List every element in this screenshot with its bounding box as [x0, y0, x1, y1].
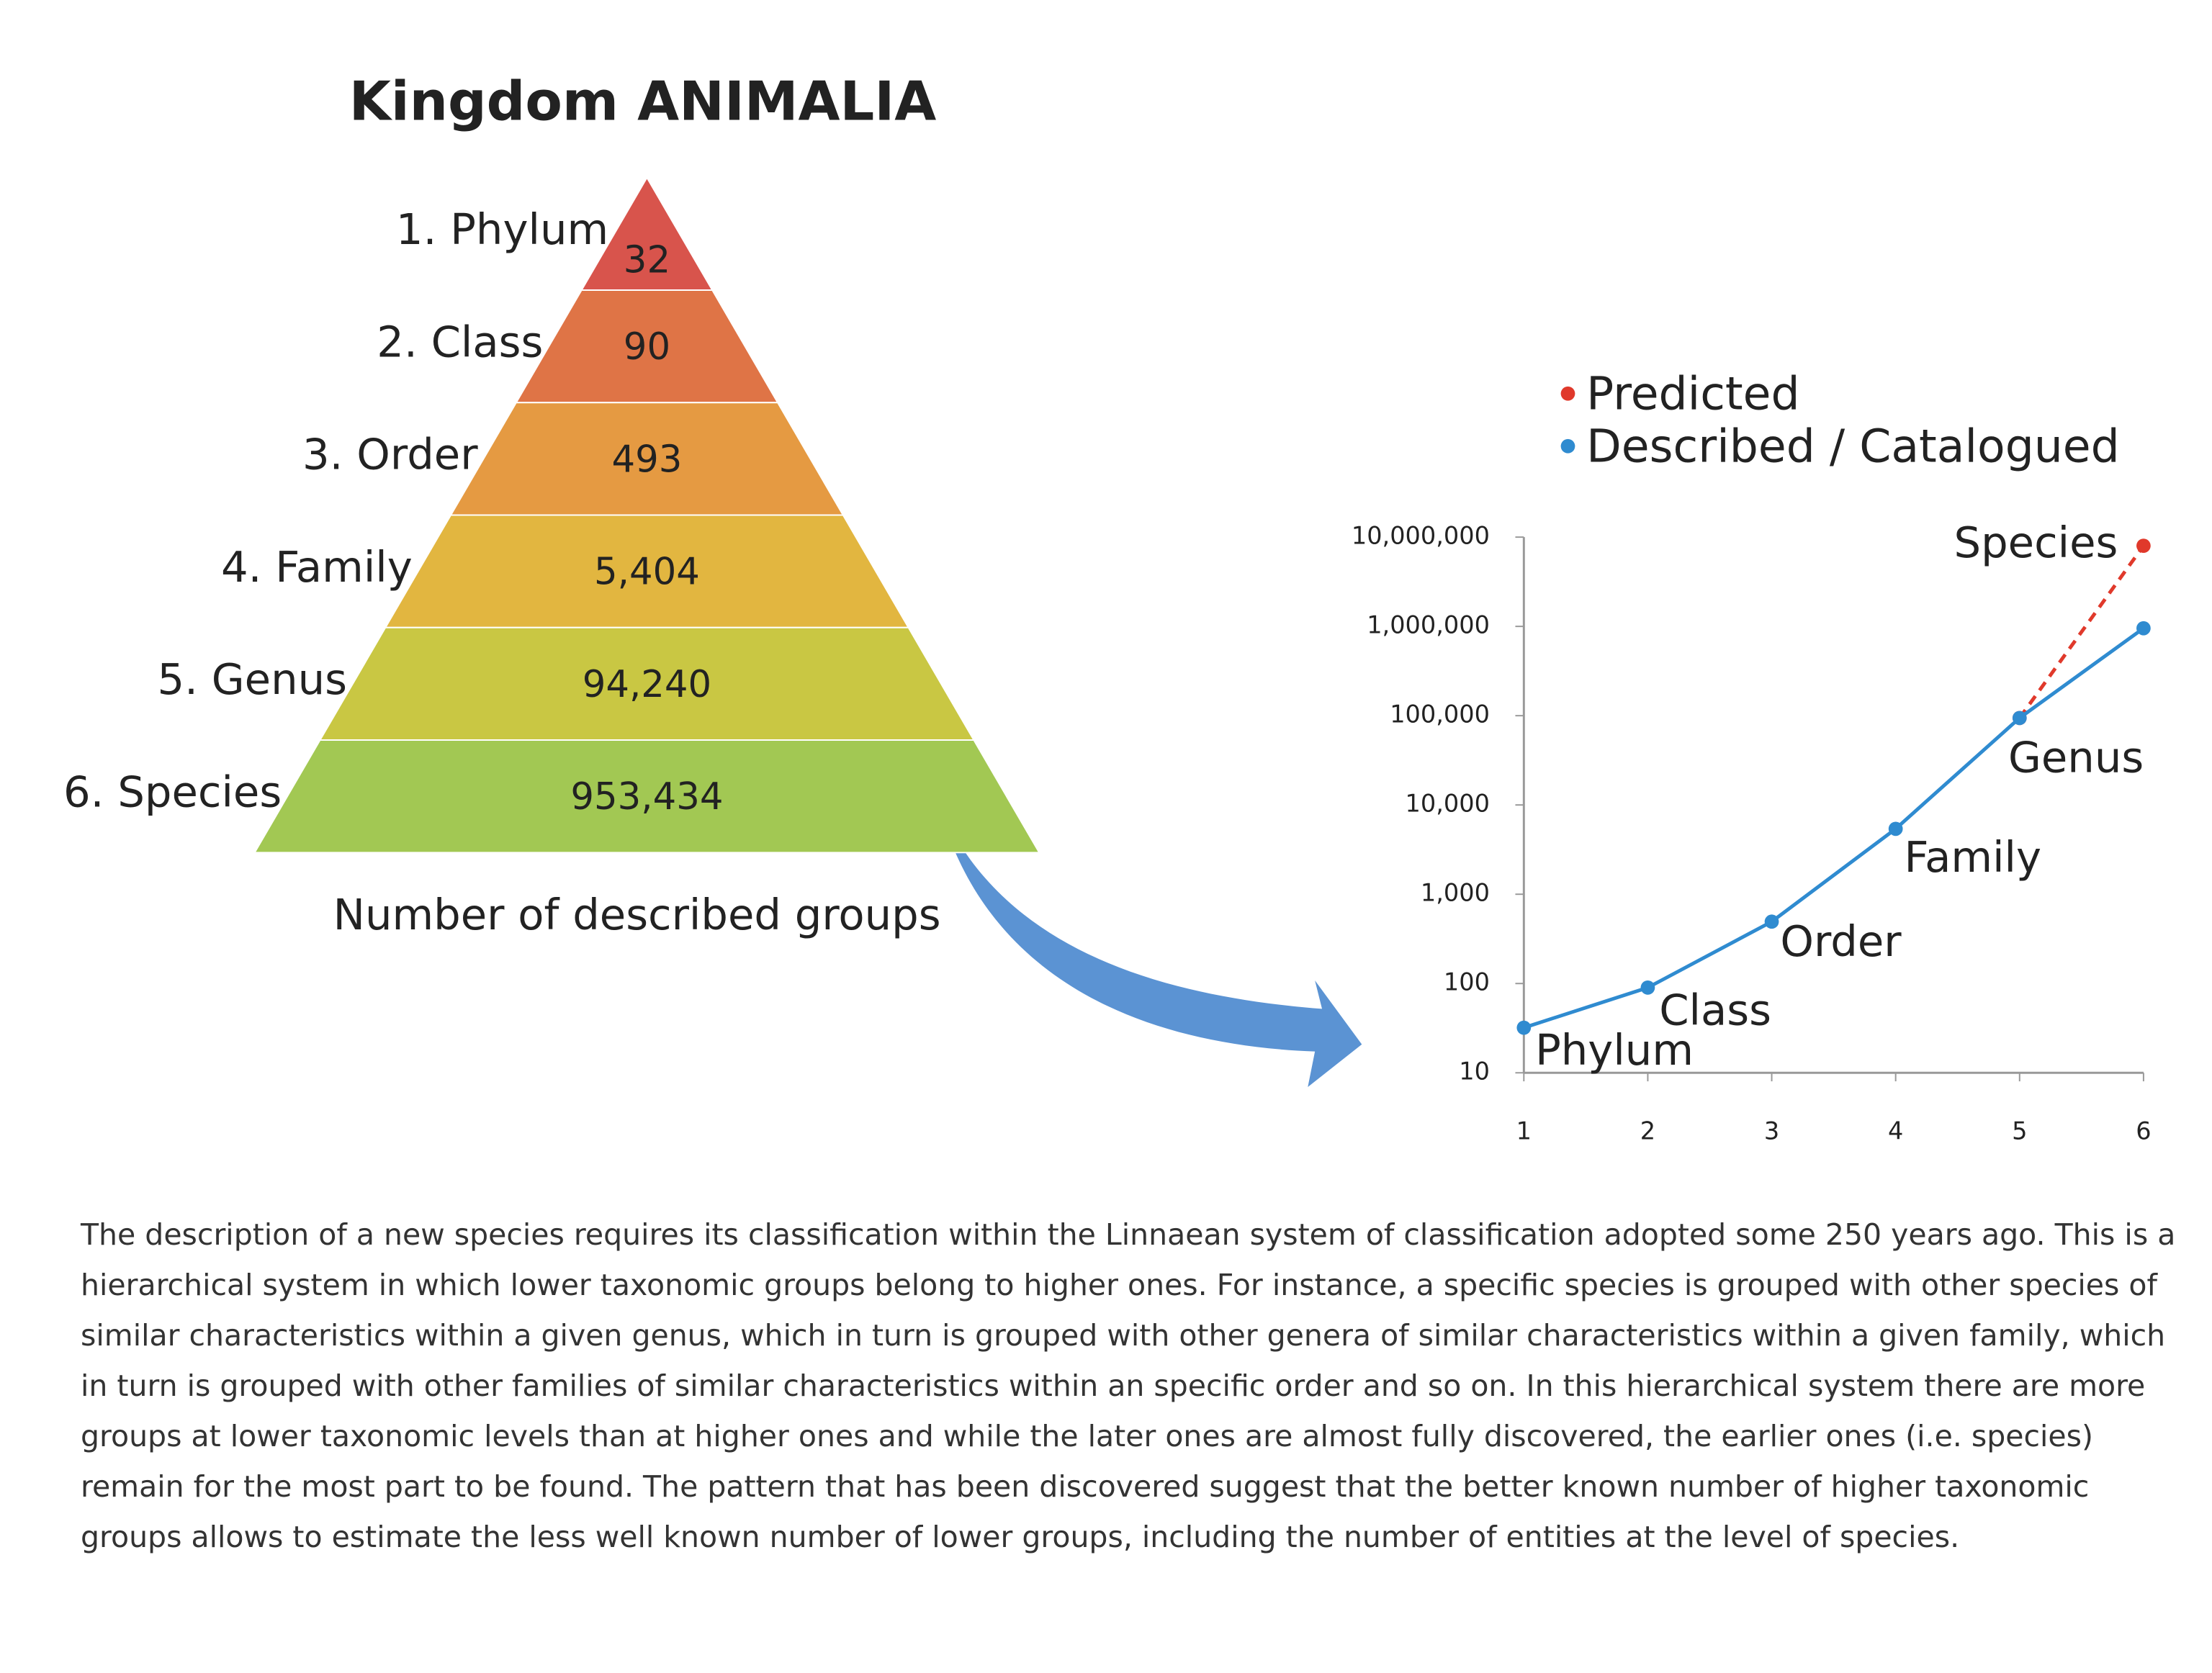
category-label: 6. Species: [63, 767, 282, 816]
y-tick-label: 1,000,000: [1367, 611, 1490, 639]
value-label: 94,240: [583, 663, 712, 706]
value-label: 5,404: [594, 551, 700, 594]
x-tick-label: 1: [1516, 1117, 1532, 1145]
y-tick-label: 10: [1459, 1058, 1490, 1086]
point-label: Species: [1954, 518, 2118, 567]
data-point: [1888, 821, 1903, 836]
chart-title: Kingdom ANIMALIA: [349, 70, 937, 133]
value-label: 953,434: [570, 775, 723, 819]
value-label: 32: [624, 238, 670, 281]
legend-marker: [1560, 386, 1575, 401]
y-tick-label: 100,000: [1390, 700, 1490, 729]
data-point: [1640, 980, 1655, 995]
legend-label: Described / Catalogued: [1586, 419, 2120, 472]
data-point: [2136, 538, 2151, 554]
value-label: 493: [611, 438, 682, 481]
y-tick-label: 10,000,000: [1352, 522, 1490, 550]
legend-label: Predicted: [1586, 366, 1799, 420]
x-tick-label: 2: [1640, 1117, 1655, 1145]
category-label: 2. Class: [377, 317, 543, 366]
x-tick-label: 3: [1764, 1117, 1779, 1145]
data-point: [1516, 1020, 1532, 1035]
description: The description of a new species require…: [81, 1217, 2176, 1554]
x-tick-label: 4: [1888, 1117, 1903, 1145]
value-label: 90: [624, 325, 670, 369]
data-point: [2136, 621, 2151, 636]
category-label: 4. Family: [221, 542, 413, 592]
data-point: [1764, 914, 1779, 929]
category-label: 1. Phylum: [396, 204, 608, 254]
x-tick-label: 6: [2136, 1117, 2151, 1145]
data-point: [2012, 711, 2027, 726]
y-tick-label: 1,000: [1421, 879, 1490, 907]
point-label: Class: [1659, 986, 1771, 1035]
legend-marker: [1560, 438, 1575, 454]
point-label: Order: [1780, 916, 1902, 966]
y-tick-label: 100: [1444, 968, 1490, 996]
arrow: [938, 803, 1362, 1087]
pyramid-band: [253, 739, 1040, 854]
x-tick-label: 5: [2012, 1117, 2027, 1145]
point-label: Genus: [2008, 733, 2144, 783]
category-label: 3. Order: [302, 430, 478, 479]
point-label: Family: [1905, 832, 2042, 882]
series-line: [2018, 544, 2145, 719]
point-label: Phylum: [1535, 1025, 1694, 1075]
x-axis-label: Number of described groups: [333, 890, 941, 939]
category-label: 5. Genus: [157, 654, 347, 704]
y-tick-label: 10,000: [1406, 790, 1490, 818]
series-line: [1523, 626, 2145, 1029]
